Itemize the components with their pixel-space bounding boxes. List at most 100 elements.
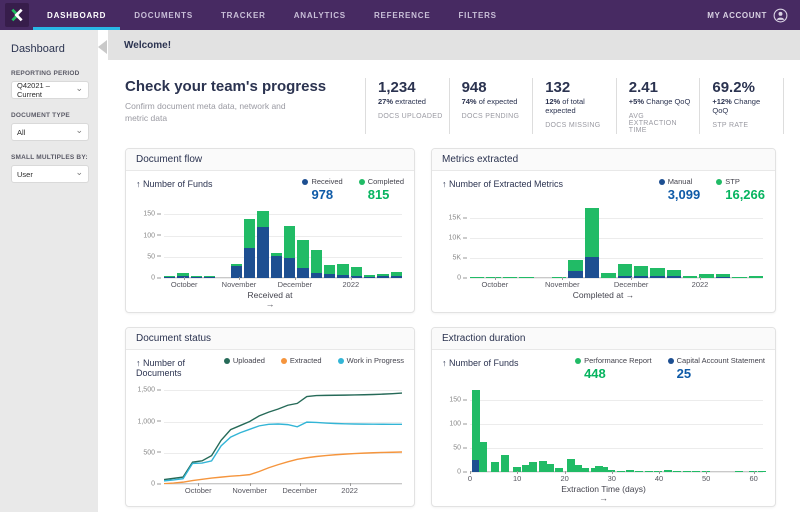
- card-body: ↑ Number of Funds Received978Completed81…: [126, 171, 414, 312]
- kpi-docs-uploaded: 1,234 27% extracted DOCS UPLOADED: [365, 78, 449, 134]
- legend-item-extracted[interactable]: Extracted: [281, 356, 322, 365]
- bar-segment-received: [271, 256, 282, 278]
- nav-tab-filters[interactable]: FILTERS: [444, 0, 510, 30]
- legend-row: Work in Progress: [338, 356, 404, 365]
- bar-segment-completed: [311, 250, 322, 272]
- legend-dot-icon: [359, 179, 365, 185]
- legend-dot-icon: [302, 179, 308, 185]
- nav-tab-documents[interactable]: DOCUMENTS: [120, 0, 207, 30]
- small-multiples-select[interactable]: User ⌄: [11, 165, 89, 183]
- bar-segment-stp: [618, 264, 632, 276]
- chart-toprow: ↑ Number of Extracted Metrics Manual3,09…: [442, 177, 765, 202]
- my-account-label: MY ACCOUNT: [707, 11, 767, 20]
- legend-row: Received: [302, 177, 342, 186]
- progress-header-text: Check your team's progress Confirm docum…: [125, 78, 365, 134]
- legend-row: Capital Account Statement: [668, 356, 765, 365]
- legend-item-work-in-progress[interactable]: Work in Progress: [338, 356, 404, 365]
- kpi-divider: [783, 78, 784, 134]
- x-tick-label: November: [232, 486, 267, 495]
- y-axis-label: ↑ Number of Funds: [442, 356, 575, 368]
- kpi-sub: +12% Change QoQ: [712, 97, 777, 115]
- line-series-work-in-progress: [164, 422, 402, 481]
- card-body: ↑ Number of Funds Performance Report448 C…: [432, 350, 775, 506]
- sidebar-title: Dashboard: [11, 43, 89, 55]
- y-tick-mark: [463, 237, 467, 238]
- kpi-label: DOCS MISSING: [545, 122, 610, 129]
- kpi-docs-pending: 948 74% of expected DOCS PENDING: [449, 78, 533, 134]
- nav-tab-reference[interactable]: REFERENCE: [360, 0, 445, 30]
- nav-tab-label: REFERENCE: [374, 11, 431, 20]
- x-tick-label: December: [282, 486, 317, 495]
- bar: [650, 268, 664, 278]
- reporting-period-select[interactable]: Q42021 – Current ⌄: [11, 81, 89, 99]
- y-tick-label: 50: [147, 253, 164, 260]
- legend-row: Uploaded: [224, 356, 265, 365]
- bar-segment-green: [546, 464, 554, 472]
- legend-dot-icon: [659, 179, 665, 185]
- kpi-sub: 12% of total expected: [545, 97, 610, 115]
- page-subtitle: Confirm document meta data, network and …: [125, 101, 297, 125]
- line-series-uploaded: [164, 393, 402, 480]
- x-axis-arrow: →: [136, 300, 404, 308]
- charts-grid: Document flow ↑ Number of Funds Received…: [125, 148, 784, 507]
- card-title: Extraction duration: [432, 328, 775, 350]
- x-axis-ticks: OctoberNovemberDecember2022: [164, 484, 402, 495]
- x-tick-label: 10: [513, 474, 521, 483]
- y-tick-mark: [463, 217, 467, 218]
- y-tick-label: 10K: [449, 235, 470, 242]
- kpi-docs-missing: 132 12% of total expected DOCS MISSING: [532, 78, 616, 134]
- document-type-select[interactable]: All ⌄: [11, 123, 89, 141]
- chart-legend: Manual3,099 STP16,266: [659, 177, 765, 202]
- bar-segment-received: [244, 248, 255, 278]
- legend-label: Uploaded: [233, 356, 265, 365]
- x-tick-label: 20: [560, 474, 568, 483]
- y-tick-mark: [157, 389, 161, 390]
- legend-item-performance-report[interactable]: Performance Report448: [575, 356, 652, 381]
- legend-row: Extracted: [281, 356, 322, 365]
- x-tick-label: December: [278, 280, 313, 289]
- line-chart-svg: [164, 384, 402, 484]
- legend-dot-icon: [668, 358, 674, 364]
- select-value: Q42021 – Current: [17, 81, 75, 99]
- app-logo[interactable]: [5, 3, 29, 27]
- bar: [634, 266, 648, 278]
- x-tick-label: 50: [702, 474, 710, 483]
- card-metrics-extracted: Metrics extracted ↑ Number of Extracted …: [431, 148, 776, 313]
- bar: [257, 211, 268, 278]
- y-tick-label: 150: [449, 397, 470, 404]
- chart-toprow: ↑ Number of Documents UploadedExtractedW…: [136, 356, 404, 378]
- bar-segment-green: [491, 462, 499, 472]
- y-tick-label: 0: [151, 481, 164, 488]
- legend-label: Capital Account Statement: [677, 356, 765, 365]
- document-type-label: DOCUMENT TYPE: [11, 112, 89, 119]
- progress-header: Check your team's progress Confirm docum…: [125, 78, 784, 134]
- legend-item-received[interactable]: Received978: [302, 177, 342, 202]
- legend-item-capital-account-statement[interactable]: Capital Account Statement25: [668, 356, 765, 381]
- legend-label: STP: [725, 177, 740, 186]
- legend-item-stp[interactable]: STP16,266: [716, 177, 765, 202]
- chevron-down-icon: ⌄: [75, 169, 83, 175]
- card-title: Document status: [126, 328, 414, 350]
- nav-tab-tracker[interactable]: TRACKER: [207, 0, 280, 30]
- bar: [244, 219, 255, 278]
- chart-plot-area: 050100150: [164, 208, 402, 278]
- nav-tab-analytics[interactable]: ANALYTICS: [280, 0, 360, 30]
- legend-item-manual[interactable]: Manual3,099: [659, 177, 701, 202]
- filter-group-reporting-period: REPORTING PERIOD Q42021 – Current ⌄: [11, 70, 89, 99]
- legend-row: Completed: [359, 177, 404, 186]
- histogram-bar: [529, 462, 537, 473]
- x-tick-label: October: [171, 280, 198, 289]
- y-tick-mark: [157, 483, 161, 484]
- y-tick-label: 15K: [449, 215, 470, 222]
- my-account-button[interactable]: MY ACCOUNT: [707, 0, 800, 30]
- bar: [351, 267, 362, 278]
- kpi-label: DOCS UPLOADED: [378, 113, 443, 120]
- y-tick-mark: [463, 471, 467, 472]
- legend-item-completed[interactable]: Completed815: [359, 177, 404, 202]
- y-tick-mark: [463, 447, 467, 448]
- y-tick-label: 100: [143, 232, 164, 239]
- legend-item-uploaded[interactable]: Uploaded: [224, 356, 265, 365]
- bar-segment-completed: [257, 211, 268, 227]
- nav-tab-dashboard[interactable]: DASHBOARD: [33, 0, 120, 30]
- sidebar-collapse-arrow-icon[interactable]: [98, 40, 107, 54]
